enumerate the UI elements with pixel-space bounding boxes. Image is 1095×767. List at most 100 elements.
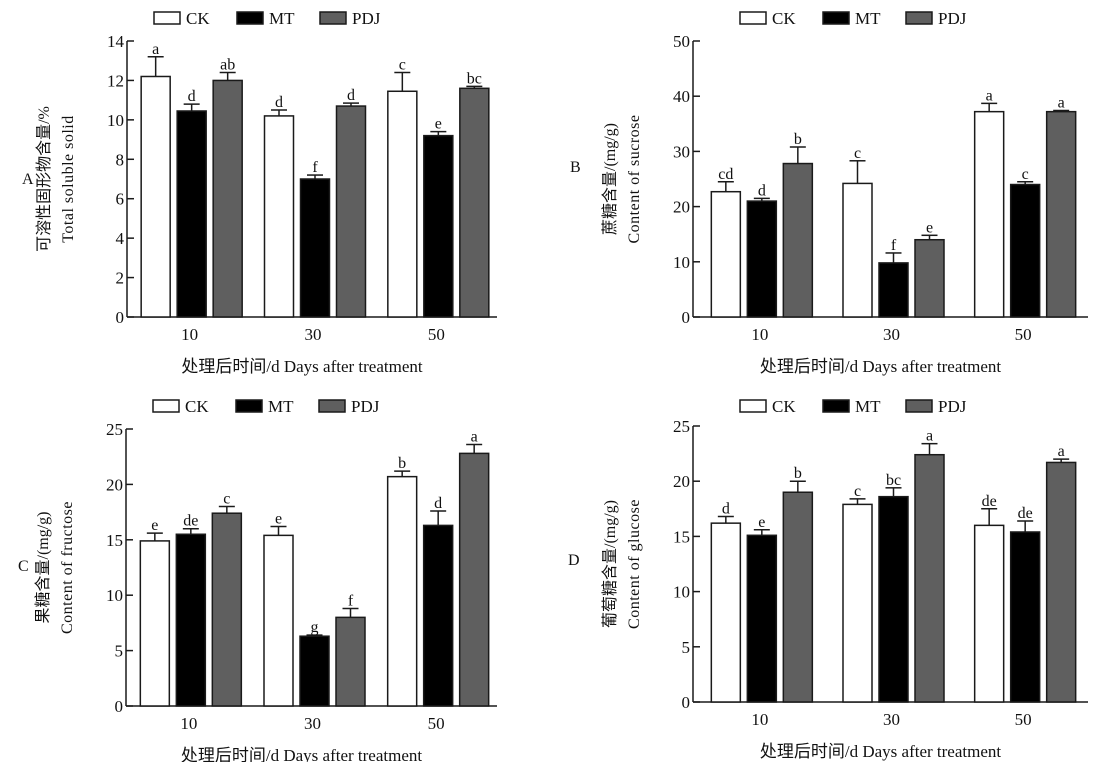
y-tick-label: 15 (106, 531, 123, 550)
significance-letter: d (347, 87, 355, 104)
significance-letter: f (891, 237, 897, 254)
y-tick-label: 6 (116, 190, 125, 209)
bar-ck-50 (387, 90, 418, 318)
legend-label-ck: CK (186, 9, 210, 28)
y-tick-label: 40 (673, 87, 690, 106)
significance-letter: a (986, 87, 993, 104)
bar-mt-10 (746, 534, 778, 703)
bar-mt-10 (175, 533, 207, 707)
y-tick-label: 5 (115, 642, 124, 661)
y-tick-label: 50 (673, 32, 690, 51)
y-tick-label: 8 (116, 150, 125, 169)
significance-letter: c (854, 145, 861, 162)
x-tick-label: 30 (305, 325, 322, 344)
y-tick-label: 0 (115, 697, 124, 716)
y-tick-label: 12 (107, 71, 124, 90)
significance-letter: d (758, 182, 766, 199)
bar-ck-50 (973, 524, 1005, 703)
significance-letter: e (926, 219, 933, 236)
x-tick-label: 50 (428, 714, 445, 733)
significance-letter: c (1022, 166, 1029, 183)
significance-letter: ab (220, 57, 235, 74)
bar-ck-50 (386, 475, 418, 707)
bar-ck-10 (140, 75, 171, 318)
bar-ck-50 (973, 110, 1005, 318)
significance-letter: c (223, 491, 230, 508)
panel-letter: C (18, 558, 29, 575)
bar-ck-10 (710, 190, 742, 318)
significance-letter: cd (718, 166, 733, 183)
significance-letter: f (312, 159, 318, 176)
y-tick-label: 25 (673, 417, 690, 436)
y-axis-label-en: Total soluble solid (60, 115, 77, 242)
bar-pdj-30 (335, 105, 367, 318)
bar-mt-50 (423, 134, 454, 318)
x-axis-title: 处理后时间/d Days after treatment (181, 746, 423, 762)
x-tick-label: 10 (751, 325, 768, 344)
x-axis-title: 处理后时间/d Days after treatment (760, 357, 1002, 376)
legend-label-pdj: PDJ (351, 397, 380, 416)
y-tick-label: 14 (107, 32, 125, 51)
significance-letter: d (434, 495, 442, 512)
legend-swatch-pdj (319, 11, 347, 25)
x-axis-title: 处理后时间/d Days after treatment (181, 357, 423, 376)
significance-letter: de (183, 513, 198, 530)
y-tick-label: 15 (673, 527, 690, 546)
bar-ck-10 (139, 540, 171, 707)
y-axis-label-cn: 蔗糖含量/(mg/g) (601, 123, 619, 235)
y-tick-label: 20 (673, 198, 690, 217)
x-tick-label: 10 (180, 714, 197, 733)
y-tick-label: 10 (673, 253, 690, 272)
chart-c: CK MT PDJ C 果糖含量/(mg/g) Content of fructose 0 5… (18, 397, 497, 765)
y-axis-label-en: Content of glucose (626, 499, 643, 629)
bar-pdj-10 (782, 491, 814, 703)
significance-letter: de (1018, 505, 1033, 522)
significance-letter: d (188, 88, 196, 105)
y-tick-label: 10 (107, 111, 124, 130)
significance-letter: b (794, 131, 802, 148)
bar-mt-30 (299, 635, 330, 707)
significance-letter: d (722, 501, 730, 518)
bar-pdj-50 (459, 87, 490, 318)
bar-pdj-10 (212, 79, 243, 318)
legend-label-ck: CK (772, 397, 796, 416)
x-tick-label: 10 (181, 325, 198, 344)
legend-label-mt: MT (855, 9, 881, 28)
significance-letter: a (926, 428, 933, 445)
legend-swatch-pdj (905, 399, 933, 413)
bar-ck-10 (710, 522, 742, 703)
legend-label-mt: MT (269, 9, 295, 28)
significance-letter: de (982, 493, 997, 510)
legend-swatch-ck (739, 11, 767, 25)
bar-pdj-30 (335, 616, 366, 707)
bar-pdj-50 (1045, 461, 1077, 703)
y-tick-label: 25 (106, 420, 123, 439)
significance-letter: bc (467, 70, 482, 87)
legend-swatch-ck (153, 11, 181, 25)
y-axis-label-cn: 可溶性固形物含量/% (35, 106, 53, 252)
x-tick-label: 30 (883, 325, 900, 344)
bar-ck-30 (263, 534, 294, 707)
bar-mt-50 (1009, 183, 1041, 318)
significance-letter: b (794, 465, 802, 482)
y-tick-label: 20 (106, 475, 123, 494)
y-tick-label: 20 (673, 472, 690, 491)
x-tick-label: 50 (1015, 325, 1032, 344)
panel-letter: A (22, 171, 34, 188)
y-tick-label: 2 (116, 269, 125, 288)
significance-letter: g (311, 619, 319, 636)
y-tick-label: 0 (682, 308, 691, 327)
bar-mt-50 (1009, 531, 1041, 703)
legend-swatch-ck (739, 399, 767, 413)
y-axis-label-cn: 葡萄糖含量/(mg/g) (601, 500, 619, 628)
bar-pdj-30 (914, 453, 945, 703)
panel-d: CK MT PDJ D 葡萄糖含量/(mg/g) Content of glucose 0 5… (548, 381, 1095, 762)
bar-mt-30 (299, 178, 331, 318)
legend-swatch-mt (822, 399, 850, 413)
significance-letter: f (348, 592, 354, 609)
bar-ck-30 (842, 182, 873, 318)
bar-pdj-50 (1045, 110, 1077, 318)
x-tick-label: 30 (304, 714, 321, 733)
bar-ck-30 (842, 503, 873, 703)
legend-swatch-pdj (318, 399, 346, 413)
